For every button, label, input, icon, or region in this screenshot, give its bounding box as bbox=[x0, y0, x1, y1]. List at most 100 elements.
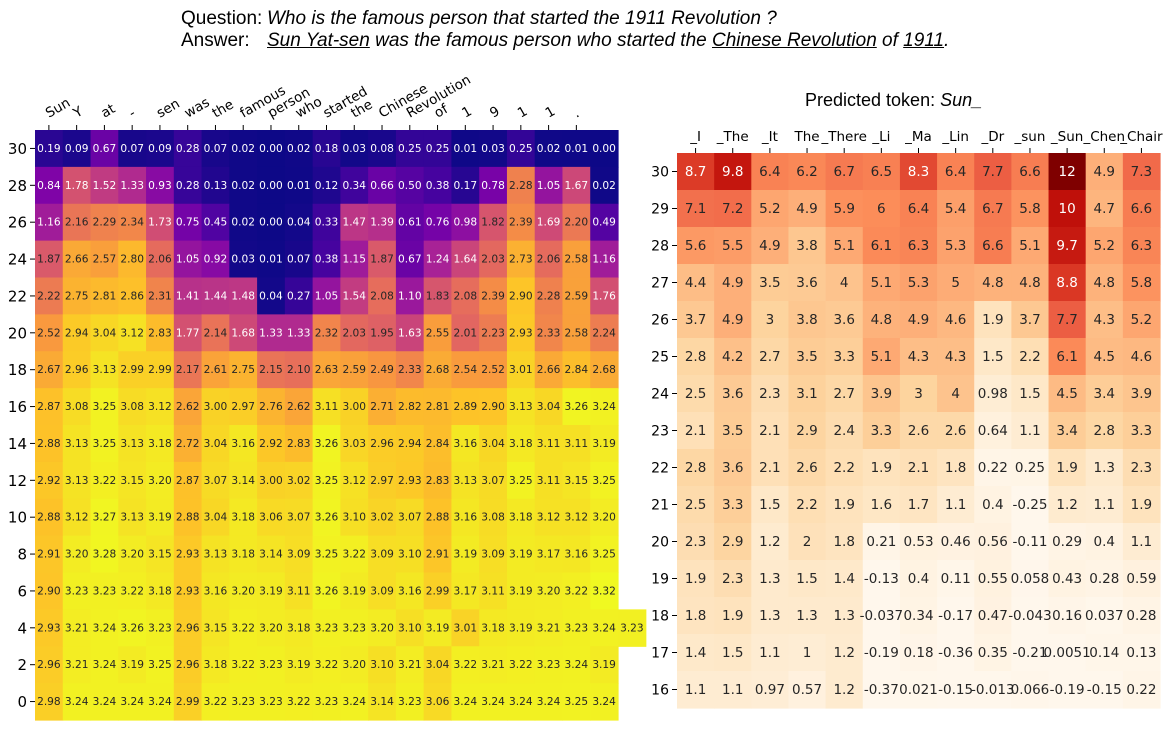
heatmap-cell bbox=[340, 425, 369, 463]
heatmap-cell bbox=[395, 498, 425, 537]
heatmap-cell bbox=[862, 597, 901, 635]
heatmap-cell bbox=[451, 461, 480, 500]
heatmap-cell bbox=[284, 683, 314, 721]
cell-value-label: 3.11 bbox=[565, 438, 589, 450]
heatmap-cell bbox=[173, 240, 203, 279]
cell-value-label: 0.03 bbox=[481, 143, 505, 155]
heatmap-cell bbox=[937, 227, 975, 265]
cell-value-label: -0.19 bbox=[1050, 682, 1085, 698]
cell-value-label: 1.8 bbox=[945, 460, 966, 476]
heatmap-cell bbox=[201, 498, 230, 537]
cell-value-label: 3.12 bbox=[537, 512, 561, 524]
heatmap-cell bbox=[1122, 153, 1161, 191]
heatmap-cell bbox=[562, 240, 591, 279]
heatmap-cell bbox=[714, 597, 752, 635]
heatmap-cell bbox=[340, 277, 369, 315]
heatmap-cell bbox=[423, 130, 453, 168]
heatmap-cell bbox=[534, 683, 564, 721]
y-tick-label: 20 bbox=[651, 535, 669, 551]
cell-value-label: 1.33 bbox=[259, 327, 283, 339]
cell-value-label: 3.22 bbox=[315, 659, 339, 671]
cell-value-label: 0.56 bbox=[978, 534, 1008, 550]
cell-value-label: 2.14 bbox=[204, 327, 228, 339]
heatmap-cell bbox=[1011, 486, 1050, 524]
cell-value-label: 2.52 bbox=[481, 364, 505, 376]
heatmap-cell bbox=[788, 190, 827, 228]
cell-value-label: 2.4 bbox=[833, 423, 854, 439]
cell-value-label: 3.9 bbox=[1131, 386, 1152, 402]
heatmap-cell bbox=[974, 671, 1012, 709]
heatmap-cell bbox=[974, 301, 1012, 339]
heatmap-cell bbox=[479, 609, 508, 647]
heatmap-cell bbox=[423, 425, 453, 463]
cell-value-label: 2.71 bbox=[370, 401, 394, 413]
heatmap-cell bbox=[825, 449, 864, 487]
heatmap-cell bbox=[173, 203, 203, 242]
heatmap-cell bbox=[1085, 338, 1124, 376]
cell-value-label: 3.13 bbox=[65, 475, 89, 487]
cell-value-label: 3.6 bbox=[796, 275, 817, 291]
heatmap-cell bbox=[229, 277, 258, 315]
heatmap-cell bbox=[788, 560, 827, 598]
y-tick-label: 28 bbox=[651, 239, 669, 255]
heatmap-cell bbox=[506, 314, 536, 352]
heatmap-cell bbox=[788, 597, 827, 635]
heatmap-cell bbox=[862, 338, 901, 376]
cell-value-label: 3.21 bbox=[481, 659, 505, 671]
heatmap-cell bbox=[90, 498, 119, 537]
heatmap-cell bbox=[62, 535, 92, 574]
cell-value-label: -0.043 bbox=[1008, 608, 1052, 624]
cell-value-label: 3.15 bbox=[148, 549, 172, 561]
cell-value-label: 1.69 bbox=[537, 217, 561, 229]
cell-value-label: 0.43 bbox=[1052, 571, 1082, 587]
cell-value-label: 2.84 bbox=[426, 438, 450, 450]
heatmap-cell bbox=[506, 388, 536, 426]
cell-value-label: 0.02 bbox=[537, 143, 561, 155]
heatmap-cell bbox=[35, 388, 64, 426]
heatmap-cell bbox=[534, 203, 564, 242]
cell-value-label: 4.7 bbox=[1094, 201, 1115, 217]
cell-value-label: 2.34 bbox=[120, 217, 144, 229]
heatmap-cell bbox=[451, 166, 480, 205]
heatmap-cell bbox=[35, 240, 64, 279]
heatmap-cell bbox=[506, 683, 536, 721]
heatmap-cell bbox=[562, 535, 591, 574]
heatmap-cell bbox=[62, 609, 92, 647]
cell-value-label: 3.19 bbox=[148, 512, 172, 524]
predicted-token-title: Predicted token: Sun_ bbox=[805, 90, 982, 111]
heatmap-cell bbox=[862, 412, 901, 450]
cell-value-label: 2.75 bbox=[231, 364, 255, 376]
cell-value-label: 0.04 bbox=[259, 290, 283, 302]
heatmap-cell bbox=[479, 240, 508, 279]
cell-value-label: 0.38 bbox=[426, 180, 450, 192]
cell-value-label: 2.94 bbox=[65, 327, 89, 339]
heatmap-cell bbox=[284, 646, 314, 684]
cell-value-label: 0.01 bbox=[454, 143, 478, 155]
cell-value-label: 5.2 bbox=[1131, 312, 1152, 328]
heatmap-cell bbox=[937, 597, 975, 635]
x-tick-label: _sun bbox=[1014, 129, 1046, 145]
cell-value-label: 1.3 bbox=[759, 608, 780, 624]
heatmap-cell bbox=[118, 240, 147, 279]
cell-value-label: 1.67 bbox=[565, 180, 589, 192]
heatmap-cell bbox=[312, 314, 341, 352]
x-tick-label: sen bbox=[154, 96, 183, 122]
heatmap-cell bbox=[479, 535, 508, 574]
cell-value-label: 5.9 bbox=[833, 201, 854, 217]
cell-value-label: 0.0051 bbox=[1043, 645, 1090, 661]
cell-value-label: 0.93 bbox=[148, 180, 172, 192]
cell-value-label: 2.15 bbox=[259, 364, 283, 376]
heatmap-cell bbox=[423, 351, 453, 389]
heatmap-cell bbox=[312, 461, 341, 500]
cell-value-label: 0.84 bbox=[37, 180, 61, 192]
y-tick-label: 16 bbox=[8, 398, 27, 416]
cell-value-label: 3.23 bbox=[315, 622, 339, 634]
cell-value-label: 0.021 bbox=[899, 682, 938, 698]
answer-part: Chinese Revolution bbox=[712, 30, 877, 51]
cell-value-label: 3.24 bbox=[537, 696, 561, 708]
cell-value-label: 1.05 bbox=[537, 180, 561, 192]
cell-value-label: 3.5 bbox=[722, 423, 743, 439]
cell-value-label: 3.12 bbox=[65, 512, 89, 524]
cell-value-label: 0.4 bbox=[982, 497, 1003, 513]
heatmap-cell bbox=[751, 264, 790, 302]
